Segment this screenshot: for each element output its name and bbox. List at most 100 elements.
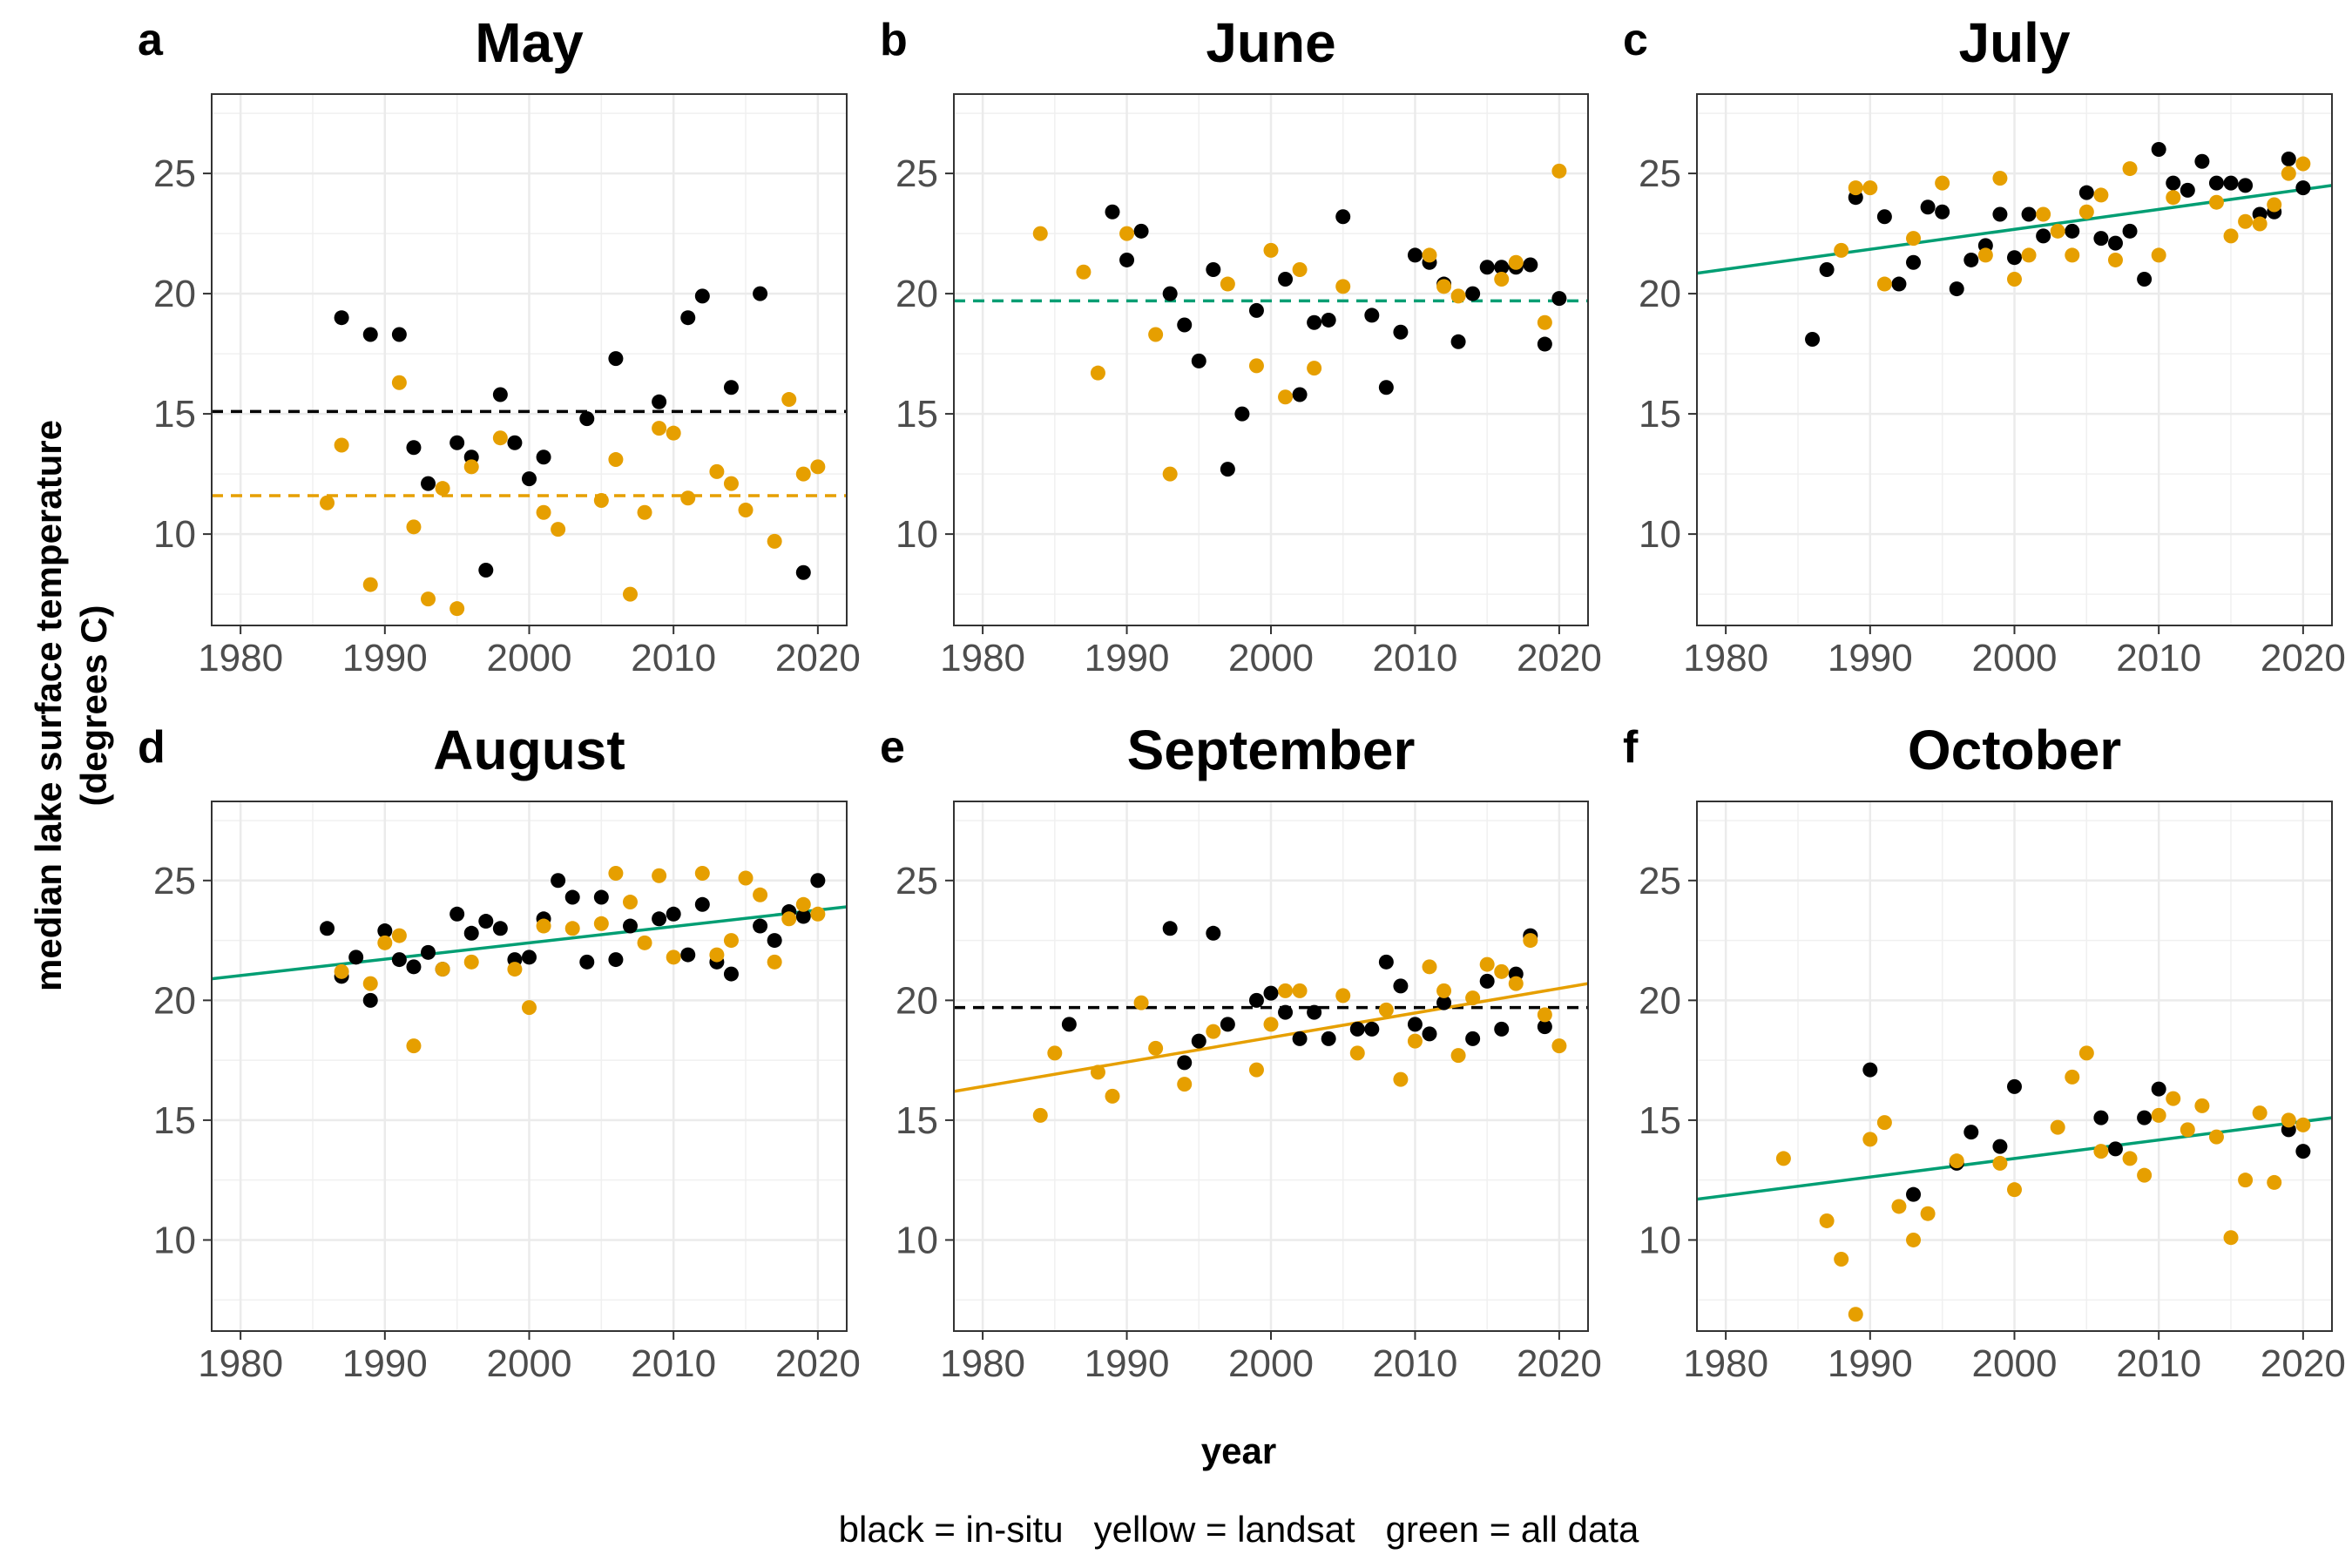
landsat-point xyxy=(1076,264,1092,280)
landsat-point xyxy=(1393,1071,1409,1087)
insitu-point xyxy=(1364,1021,1380,1037)
insitu-point xyxy=(2093,231,2109,247)
insitu-point xyxy=(767,933,782,949)
insitu-point xyxy=(449,435,465,450)
insitu-point xyxy=(1335,209,1351,225)
landsat-point xyxy=(2208,194,2224,210)
x-tick-label: 1990 xyxy=(1828,637,1913,679)
insitu-point xyxy=(1949,281,1964,297)
landsat-point xyxy=(362,976,378,991)
landsat-point xyxy=(1977,247,1993,263)
x-tick-label: 1980 xyxy=(1683,637,1768,679)
all-trend-line xyxy=(1697,1116,2332,1201)
landsat-point xyxy=(1876,1115,1892,1131)
insitu-point xyxy=(1862,1062,1878,1078)
insitu-point xyxy=(2295,1144,2311,1159)
landsat-point xyxy=(320,495,335,510)
data-points xyxy=(320,866,826,1054)
landsat-point xyxy=(1935,175,1950,191)
landsat-point xyxy=(1133,995,1149,1010)
insitu-point xyxy=(1133,223,1149,239)
insitu-point xyxy=(1307,314,1322,330)
insitu-point xyxy=(608,351,624,367)
landsat-point xyxy=(1848,1307,1863,1322)
insitu-point xyxy=(1479,973,1495,989)
axes: 1980 1990 2000 2010 2020 10 15 20 25 xyxy=(1639,860,2346,1385)
landsat-point xyxy=(2194,1098,2210,1113)
insitu-point xyxy=(1378,380,1394,395)
landsat-point xyxy=(2065,1069,2080,1085)
axes: 1980 1990 2000 2010 2020 10 15 20 25 xyxy=(153,152,861,679)
insitu-point xyxy=(753,286,768,301)
landsat-point xyxy=(2281,166,2296,181)
landsat-point xyxy=(1177,1077,1193,1092)
insitu-point xyxy=(1177,1055,1193,1071)
panel-title: September xyxy=(1127,719,1416,781)
landsat-point xyxy=(2007,1182,2022,1198)
landsat-point xyxy=(377,935,393,950)
insitu-point xyxy=(1523,257,1538,273)
y-tick-label: 20 xyxy=(1639,979,1681,1022)
landsat-point xyxy=(723,933,739,949)
x-tick-label: 2010 xyxy=(631,637,716,679)
landsat-point xyxy=(622,895,638,910)
landsat-point xyxy=(435,481,450,497)
insitu-point xyxy=(1321,312,1336,328)
landsat-point xyxy=(2295,156,2311,172)
landsat-point xyxy=(2151,247,2166,263)
insitu-point xyxy=(2093,1110,2109,1125)
landsat-point xyxy=(1906,231,1922,247)
x-tick-label: 1990 xyxy=(342,637,428,679)
landsat-point xyxy=(1278,983,1294,998)
axes: 1980 1990 2000 2010 2020 10 15 20 25 xyxy=(153,860,861,1385)
landsat-point xyxy=(738,503,754,518)
y-tick-label: 10 xyxy=(896,513,938,556)
landsat-point xyxy=(507,962,523,977)
landsat-point xyxy=(1278,389,1294,405)
insitu-point xyxy=(1248,992,1264,1008)
panel-letter: c xyxy=(1623,15,1648,65)
insitu-point xyxy=(579,411,595,427)
y-tick-label: 15 xyxy=(896,1099,938,1142)
landsat-point xyxy=(1422,247,1437,263)
x-tick-label: 2000 xyxy=(1228,637,1314,679)
y-tick-label: 10 xyxy=(1639,513,1681,556)
insitu-point xyxy=(652,394,667,409)
landsat-point xyxy=(1335,279,1351,294)
landsat-point xyxy=(2252,216,2268,232)
insitu-point xyxy=(1191,1033,1206,1049)
insitu-point xyxy=(2137,272,2153,287)
landsat-point xyxy=(1307,361,1322,376)
x-tick-label: 2000 xyxy=(1972,1342,2058,1385)
x-tick-label: 2010 xyxy=(1373,1342,1458,1385)
insitu-point xyxy=(2166,175,2181,191)
insitu-point xyxy=(1963,1125,1979,1140)
data-points xyxy=(1032,163,1567,482)
data-points xyxy=(320,286,826,617)
panel-title: August xyxy=(433,719,625,781)
landsat-point xyxy=(1523,933,1538,949)
landsat-point xyxy=(334,963,349,979)
landsat-point xyxy=(723,476,739,491)
insitu-point xyxy=(522,950,537,965)
x-tick-label: 2010 xyxy=(1373,637,1458,679)
panel-june: 1980 1990 2000 2010 2020 10 15 20 25 June b xyxy=(880,11,1602,679)
y-tick-label: 20 xyxy=(153,979,196,1022)
insitu-point xyxy=(1162,286,1178,301)
x-tick-label: 2010 xyxy=(631,1342,716,1385)
insitu-point xyxy=(1450,334,1466,349)
insitu-point xyxy=(2065,223,2080,239)
landsat-point xyxy=(1465,990,1481,1006)
landsat-point xyxy=(1248,1062,1264,1078)
all-trend-line xyxy=(212,905,847,981)
landsat-point xyxy=(1949,1153,1964,1169)
gridlines xyxy=(1697,94,2332,625)
insitu-point xyxy=(2208,175,2224,191)
insitu-point xyxy=(1364,308,1380,323)
landsat-point xyxy=(1349,1045,1365,1061)
insitu-point xyxy=(406,959,422,975)
axes: 1980 1990 2000 2010 2020 10 15 20 25 xyxy=(896,152,1602,679)
y-tick-label: 15 xyxy=(1639,393,1681,436)
insitu-point xyxy=(1393,324,1409,340)
landsat-point xyxy=(1494,963,1510,979)
